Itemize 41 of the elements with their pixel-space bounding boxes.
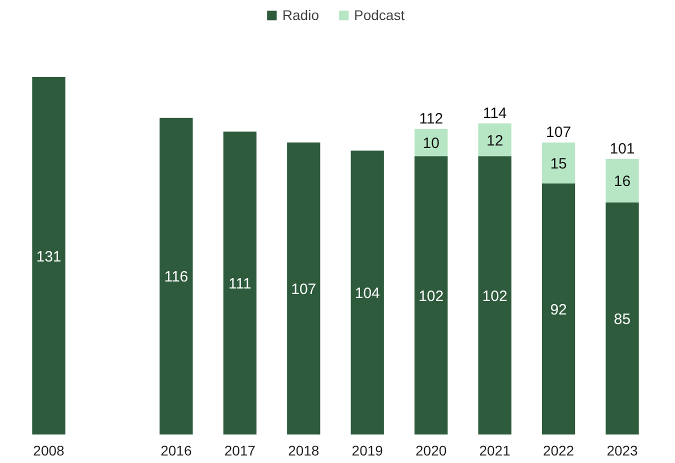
total-label: 107 <box>546 124 572 142</box>
bar <box>606 202 639 434</box>
x-tick-label: 2017 <box>224 442 256 458</box>
data-label: 102 <box>482 288 508 305</box>
x-tick-label: 2019 <box>352 442 384 458</box>
data-label: 85 <box>614 311 631 328</box>
total-label: 101 <box>610 140 635 158</box>
data-label: 104 <box>354 285 380 302</box>
bar <box>287 142 320 434</box>
x-tick-label: 2016 <box>160 442 192 458</box>
data-label: 12 <box>486 132 504 150</box>
legend-label: Radio <box>282 7 319 23</box>
data-label: 131 <box>36 248 62 266</box>
x-tick-label: 2022 <box>542 442 574 458</box>
bar <box>478 123 512 156</box>
bar <box>414 156 448 434</box>
data-label: 15 <box>550 155 567 172</box>
data-label: 10 <box>422 134 440 152</box>
x-tick-label: 2008 <box>33 442 65 458</box>
total-label: 112 <box>419 110 444 128</box>
data-label: 116 <box>164 268 188 286</box>
data-label: 16 <box>614 173 631 190</box>
data-label: 102 <box>418 288 444 305</box>
bar <box>32 77 66 434</box>
data-label: 107 <box>291 281 316 298</box>
legend-label: Podcast <box>354 7 405 23</box>
x-tick-label: 2021 <box>479 442 511 458</box>
bar <box>542 142 576 184</box>
bar <box>350 150 384 434</box>
bar <box>160 118 193 434</box>
bar <box>223 132 256 434</box>
data-label: 92 <box>550 301 567 318</box>
x-tick-label: 2018 <box>288 442 320 458</box>
x-tick-label: 2020 <box>416 442 447 458</box>
bar <box>414 128 448 156</box>
bar <box>478 156 512 434</box>
bar <box>542 183 576 434</box>
x-tick-label: 2023 <box>606 442 638 458</box>
data-label: 111 <box>228 276 252 293</box>
total-label: 114 <box>482 105 507 122</box>
bar <box>606 158 639 203</box>
